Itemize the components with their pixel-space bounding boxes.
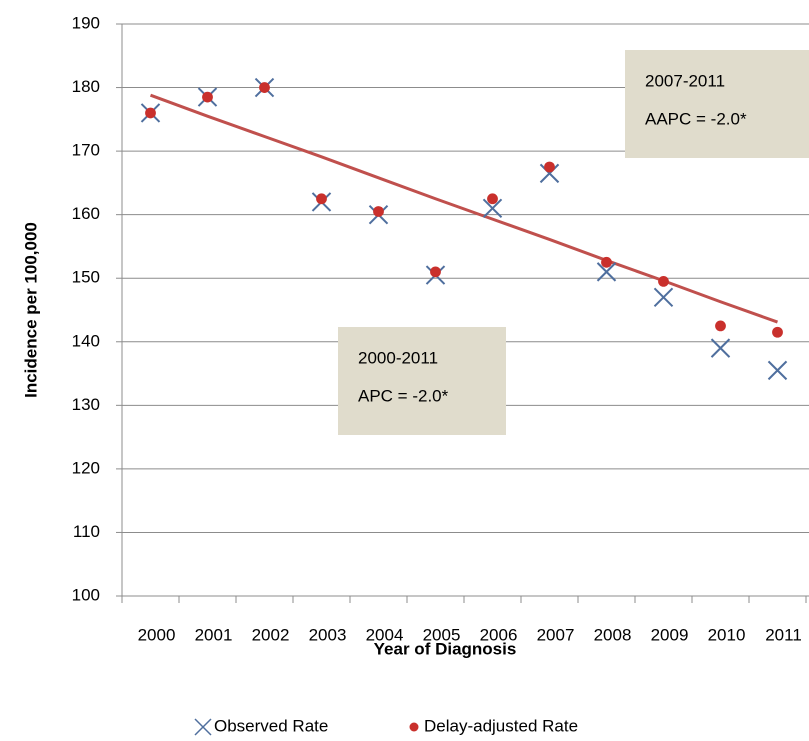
adjusted-marker <box>259 82 270 93</box>
x-tick-label: 2000 <box>138 625 176 644</box>
observed-marker <box>710 338 731 358</box>
observed-marker <box>482 198 503 219</box>
observed-marker <box>767 360 788 381</box>
observed-marker <box>653 287 674 307</box>
observed-marker-stroke <box>710 338 731 358</box>
trend-line <box>149 93 779 324</box>
annotation-box <box>338 327 506 435</box>
x-axis-label: Year of Diagnosis <box>374 639 517 658</box>
legend-marker <box>409 722 419 732</box>
x-tick-label: 2010 <box>708 625 746 644</box>
x-tick-label: 2005 <box>423 625 461 644</box>
annotation-text: 2000-2011 <box>358 348 438 367</box>
y-tick-label: 170 <box>72 141 100 160</box>
adjusted-marker <box>544 161 555 173</box>
x-tick-label: 2002 <box>252 625 290 644</box>
observed-marker <box>596 262 617 282</box>
annotation-text: APC = -2.0* <box>358 386 449 405</box>
y-tick-label: 180 <box>72 77 100 96</box>
x-tick-label: 2006 <box>480 625 518 644</box>
annotation-text: 2007-2011 <box>645 71 725 90</box>
y-tick-label: 160 <box>72 204 100 223</box>
observed-marker-stroke <box>539 163 560 184</box>
legend-label: Observed Rate <box>214 716 328 735</box>
y-tick-label: 110 <box>73 522 100 541</box>
adjusted-marker <box>430 266 441 278</box>
y-tick-label: 100 <box>72 585 100 604</box>
adjusted-marker <box>145 107 156 119</box>
adjusted-marker <box>601 256 612 268</box>
y-tick-label: 150 <box>72 268 100 287</box>
adjusted-marker <box>487 193 498 205</box>
annotation-text: AAPC = -2.0* <box>645 109 747 128</box>
x-tick-label: 2008 <box>594 625 632 644</box>
adjusted-marker <box>316 193 327 205</box>
adjusted-marker <box>658 276 669 287</box>
legend-marker <box>194 718 212 736</box>
adjusted-marker <box>772 326 783 338</box>
adjusted-marker <box>202 91 213 103</box>
y-tick-label: 190 <box>72 13 100 32</box>
y-tick-label: 130 <box>72 395 100 414</box>
observed-marker-stroke <box>482 198 503 219</box>
observed-marker-stroke <box>596 262 617 282</box>
adjusted-marker <box>373 206 384 217</box>
observed-marker-stroke <box>767 360 788 381</box>
x-tick-label: 2011 <box>765 625 802 644</box>
x-tick-label: 2003 <box>309 625 347 644</box>
observed-marker-stroke <box>653 287 674 307</box>
y-tick-label: 140 <box>72 331 100 350</box>
y-axis-label: Incidence per 100,000 <box>21 222 40 398</box>
annotation-box <box>625 50 809 158</box>
adjusted-marker <box>715 320 726 332</box>
x-tick-label: 2001 <box>195 625 233 644</box>
x-tick-label: 2004 <box>366 625 404 644</box>
legend-label: Delay-adjusted Rate <box>424 716 578 735</box>
x-tick-label: 2009 <box>651 625 689 644</box>
y-tick-label: 120 <box>72 458 100 477</box>
x-tick-label: 2007 <box>537 625 575 644</box>
observed-marker <box>539 163 560 184</box>
